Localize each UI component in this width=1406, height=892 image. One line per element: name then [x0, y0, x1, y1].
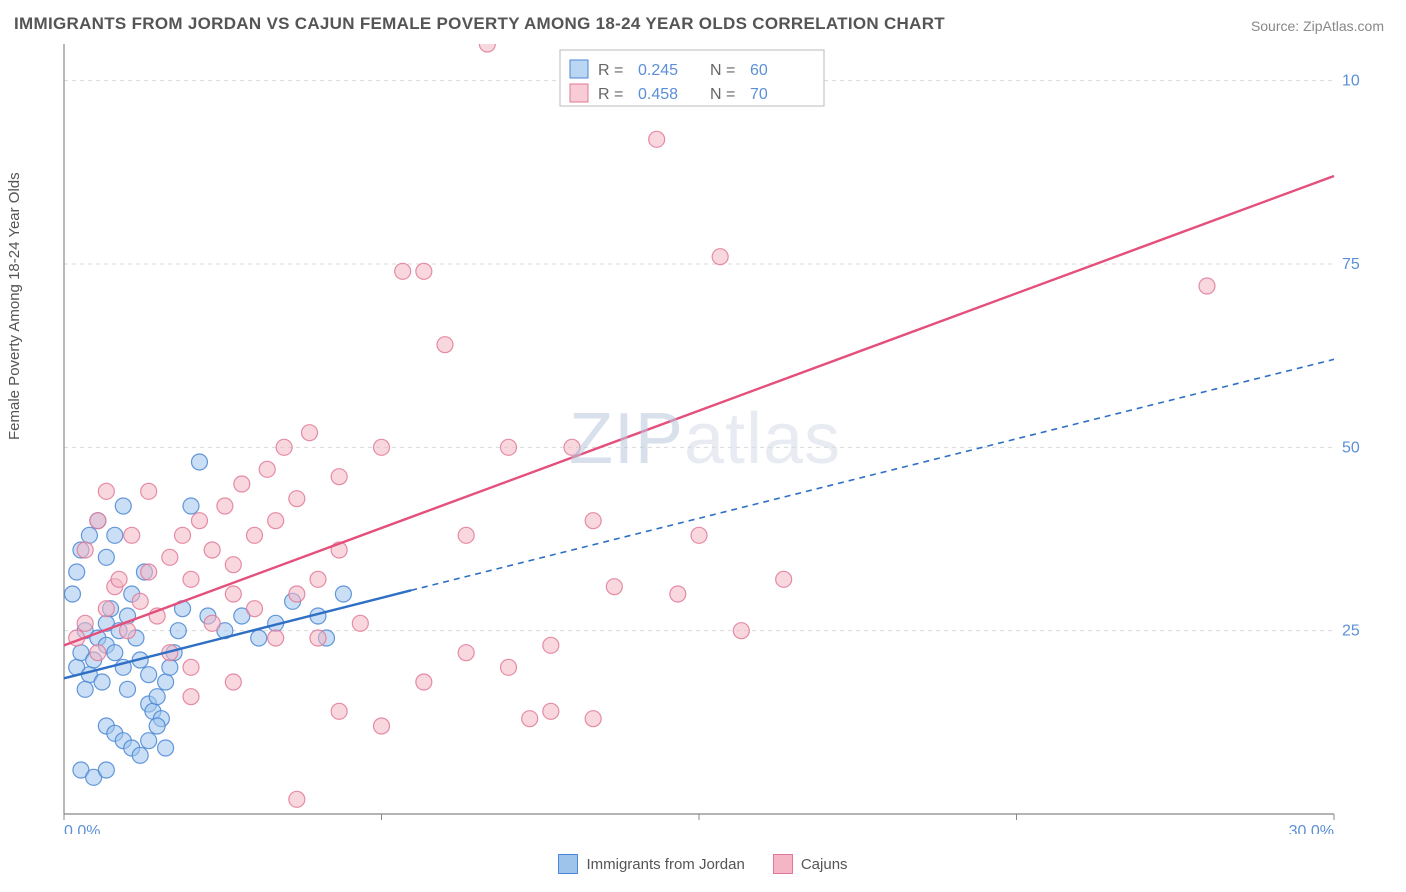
svg-text:N =: N =: [710, 62, 735, 79]
chart-area: 25.0% 50.0% 75.0% 100.0% 0.0% 30.0% R = 0.245 N …: [50, 44, 1360, 834]
legend-item-jordan: Immigrants from Jordan: [558, 854, 744, 874]
scatter-chart: 25.0% 50.0% 75.0% 100.0% 0.0% 30.0% R = 0.245 N …: [50, 44, 1360, 834]
svg-text:0.0%: 0.0%: [64, 823, 100, 834]
source-attribution: Source: ZipAtlas.com: [1251, 18, 1384, 34]
svg-text:0.458: 0.458: [638, 86, 678, 103]
legend-label-cajuns: Cajuns: [801, 856, 848, 873]
svg-text:30.0%: 30.0%: [1289, 823, 1334, 834]
svg-text:60: 60: [750, 62, 768, 79]
svg-text:N =: N =: [710, 86, 735, 103]
legend-label-jordan: Immigrants from Jordan: [586, 856, 744, 873]
chart-title: IMMIGRANTS FROM JORDAN VS CAJUN FEMALE P…: [14, 14, 945, 34]
svg-text:100.0%: 100.0%: [1342, 73, 1360, 90]
legend-swatch-cajuns: [773, 854, 793, 874]
svg-text:25.0%: 25.0%: [1342, 623, 1360, 640]
legend-item-cajuns: Cajuns: [773, 854, 848, 874]
svg-text:R =: R =: [598, 86, 623, 103]
legend-bottom: Immigrants from Jordan Cajuns: [0, 854, 1406, 874]
svg-text:R =: R =: [598, 62, 623, 79]
svg-text:50.0%: 50.0%: [1342, 439, 1360, 456]
svg-text:0.245: 0.245: [638, 62, 678, 79]
legend-swatch-jordan: [558, 854, 578, 874]
svg-text:70: 70: [750, 86, 768, 103]
svg-text:75.0%: 75.0%: [1342, 256, 1360, 273]
y-axis-label: Female Poverty Among 18-24 Year Olds: [6, 172, 23, 440]
